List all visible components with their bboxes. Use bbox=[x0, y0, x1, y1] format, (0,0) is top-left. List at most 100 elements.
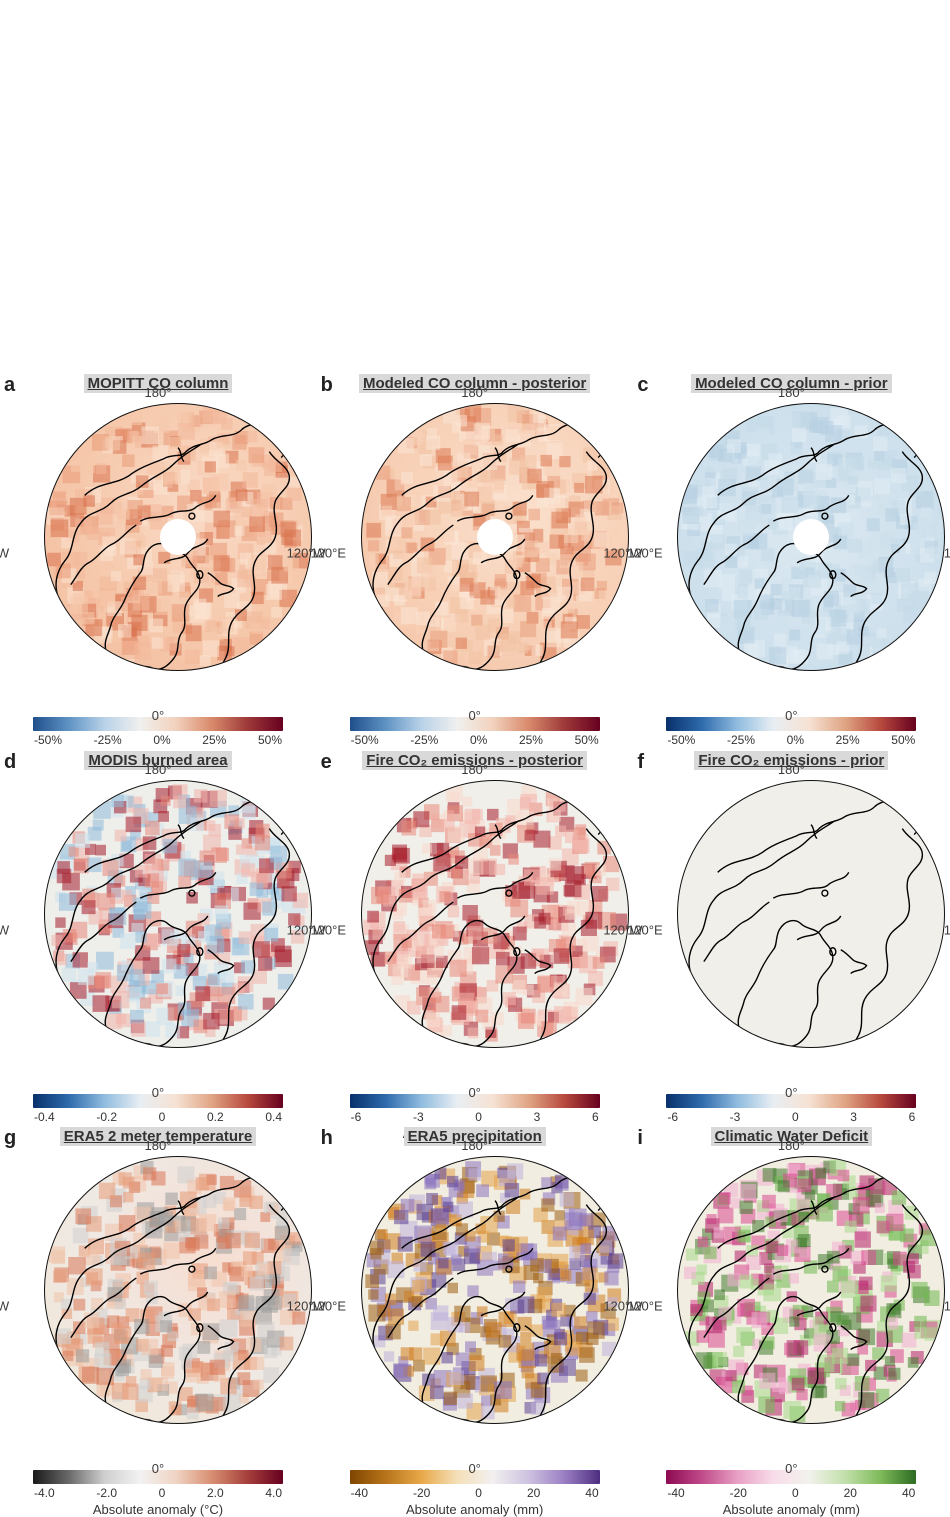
colorbar-tick-g-1: -2.0 bbox=[96, 1486, 117, 1500]
colorbar-tick-h-2: 0 bbox=[475, 1486, 482, 1500]
colorbar-tick-d-2: 0 bbox=[159, 1110, 166, 1124]
pole-gap bbox=[160, 519, 196, 555]
panel-letter-d: d bbox=[4, 751, 16, 774]
colorbar-tick-e-2: 0 bbox=[475, 1110, 482, 1124]
colorbar-tick-g-4: 4.0 bbox=[265, 1486, 282, 1500]
colorbar-tick-c-3: 25% bbox=[836, 733, 860, 747]
degree-label-top: 180° bbox=[145, 1138, 172, 1153]
colorbar-tick-e-1: -3 bbox=[413, 1110, 424, 1124]
colorbar-tick-h-0: -40 bbox=[351, 1486, 368, 1500]
colorbar-tick-b-2: 0% bbox=[470, 733, 487, 747]
colorbar-tick-f-4: 6 bbox=[909, 1110, 916, 1124]
colorbar-tick-i-3: 20 bbox=[844, 1486, 857, 1500]
panel-letter-h: h bbox=[321, 1127, 333, 1150]
colorbar-tick-e-4: 6 bbox=[592, 1110, 599, 1124]
colorbar-tick-a-3: 25% bbox=[202, 733, 226, 747]
panel-e: e Fire CO₂ emissions - posterior 180° 0° 120… bbox=[317, 747, 633, 1117]
panel-letter-g: g bbox=[4, 1127, 16, 1150]
degree-label-top: 180° bbox=[461, 1138, 488, 1153]
polar-map-a bbox=[44, 403, 312, 671]
colorbar-tick-a-1: -25% bbox=[94, 733, 122, 747]
colorbar-tick-h-4: 40 bbox=[585, 1486, 598, 1500]
colorbar-tick-f-2: 0 bbox=[792, 1110, 799, 1124]
panel-f: fFire CO₂ emissions - prior180°0°120°W12… bbox=[633, 747, 949, 1117]
colorbar-tick-a-0: -50% bbox=[34, 733, 62, 747]
colorbar-tick-i-2: 0 bbox=[792, 1486, 799, 1500]
colorbar-h: -40 -20 0 20 40 Absolute anomaly (mm) bbox=[350, 1470, 600, 1517]
degree-label-right: 120°E bbox=[944, 1299, 950, 1314]
degree-label-bottom: 0° bbox=[152, 1085, 164, 1100]
globe-b: 180° 0° 120°W 120°E bbox=[325, 403, 625, 703]
colorbar-tick-h-3: 20 bbox=[527, 1486, 540, 1500]
pole-gap bbox=[477, 519, 513, 555]
degree-label-left: 120°W bbox=[287, 546, 326, 561]
colorbar-tick-d-0: -0.4 bbox=[34, 1110, 55, 1124]
row-1 bbox=[0, 0, 950, 370]
panel-letter-a: a bbox=[4, 374, 15, 397]
panel-letter-b: b bbox=[321, 374, 333, 397]
globe-e: 180° 0° 120°W 120°E bbox=[325, 780, 625, 1080]
colorbar-tick-i-1: -20 bbox=[730, 1486, 747, 1500]
degree-label-bottom: 0° bbox=[785, 1461, 797, 1476]
degree-label-left: 120°W bbox=[287, 922, 326, 937]
degree-label-top: 180° bbox=[145, 385, 172, 400]
colorbar-tick-h-1: -20 bbox=[413, 1486, 430, 1500]
colorbar-tick-d-1: -0.2 bbox=[96, 1110, 117, 1124]
colorbar-tick-a-2: 0% bbox=[153, 733, 170, 747]
degree-label-bottom: 0° bbox=[152, 708, 164, 723]
degree-label-bottom: 0° bbox=[468, 708, 480, 723]
colorbar-tick-a-4: 50% bbox=[258, 733, 282, 747]
degree-label-left: 120°W bbox=[0, 546, 9, 561]
polar-map-h bbox=[361, 1156, 629, 1424]
colorbar-tick-i-0: -40 bbox=[667, 1486, 684, 1500]
degree-label-right: 120°E bbox=[944, 546, 950, 561]
colorbar-tick-c-4: 50% bbox=[891, 733, 915, 747]
polar-map-f bbox=[677, 780, 945, 1048]
degree-label-left: 120°W bbox=[603, 1299, 642, 1314]
colorbar-i: -40 -20 0 20 40 Absolute anomaly (mm) bbox=[666, 1470, 916, 1517]
figure-container: aMOPITT CO column180°0°120°W120°E-50%-25… bbox=[0, 0, 950, 1130]
degree-label-top: 180° bbox=[778, 762, 805, 777]
colorbar-tick-f-0: -6 bbox=[667, 1110, 678, 1124]
degree-label-left: 120°W bbox=[603, 546, 642, 561]
degree-label-left: 120°W bbox=[0, 922, 9, 937]
pole-gap bbox=[793, 519, 829, 555]
colorbar-tick-c-0: -50% bbox=[667, 733, 695, 747]
colorbar-tick-g-3: 2.0 bbox=[207, 1486, 224, 1500]
colorbar-tick-c-1: -25% bbox=[727, 733, 755, 747]
degree-label-top: 180° bbox=[778, 385, 805, 400]
colorbar-tick-d-4: 0.4 bbox=[265, 1110, 282, 1124]
colorbar-tick-e-3: 3 bbox=[534, 1110, 541, 1124]
panel-letter-f: f bbox=[637, 751, 644, 774]
degree-label-bottom: 0° bbox=[785, 708, 797, 723]
colorbar-tick-c-2: 0% bbox=[787, 733, 804, 747]
degree-label-left: 120°W bbox=[603, 922, 642, 937]
globe-h: 180° 0° 120°W 120°E bbox=[325, 1156, 625, 1456]
degree-label-top: 180° bbox=[461, 385, 488, 400]
colorbar-tick-b-0: -50% bbox=[351, 733, 379, 747]
degree-label-left: 120°W bbox=[0, 1299, 9, 1314]
colorbar-tick-b-4: 50% bbox=[575, 733, 599, 747]
panel-letter-i: i bbox=[637, 1127, 643, 1150]
degree-label-left: 120°W bbox=[287, 1299, 326, 1314]
polar-map-c bbox=[677, 403, 945, 671]
colorbar-tick-e-0: -6 bbox=[351, 1110, 362, 1124]
panel-h: h ERA5 precipitation 180° 0° 120°W 120°E -40 -2… bbox=[317, 1123, 633, 1493]
colorbar-tick-g-0: -4.0 bbox=[34, 1486, 55, 1500]
colorbar-label-h: Absolute anomaly (mm) bbox=[350, 1502, 600, 1517]
colorbar-g: -4.0 -2.0 0 2.0 4.0 Absolute anomaly (°C) bbox=[33, 1470, 283, 1517]
globe-i: 180° 0° 120°W 120°E bbox=[641, 1156, 941, 1456]
degree-label-bottom: 0° bbox=[785, 1085, 797, 1100]
colorbar-tick-f-1: -3 bbox=[730, 1110, 741, 1124]
polar-map-b bbox=[361, 403, 629, 671]
polar-map-d bbox=[44, 780, 312, 1048]
degree-label-top: 180° bbox=[461, 762, 488, 777]
colorbar-label-g: Absolute anomaly (°C) bbox=[33, 1502, 283, 1517]
polar-map-i bbox=[677, 1156, 945, 1424]
colorbar-tick-g-2: 0 bbox=[159, 1486, 166, 1500]
